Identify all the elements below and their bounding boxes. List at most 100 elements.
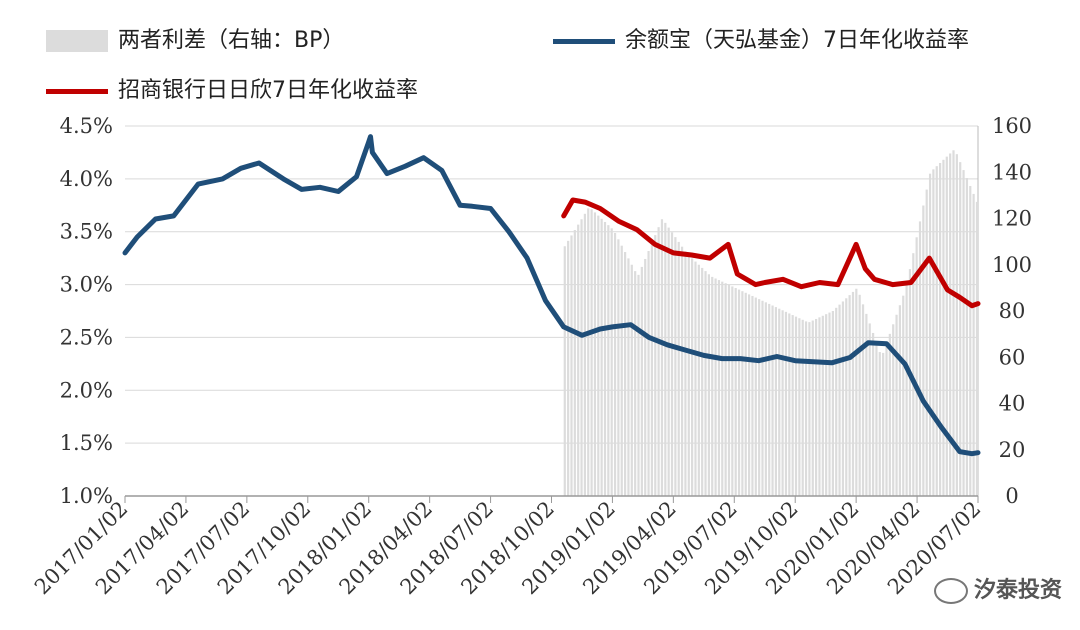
spread-bar [744, 292, 747, 496]
right-axis-ticks: 160 140 120 100 80 60 40 20 0 [992, 114, 1032, 508]
spread-bar [590, 209, 593, 496]
spread-bar [952, 150, 955, 496]
spread-bar [731, 286, 734, 496]
spread-bar [660, 219, 664, 496]
y-right-tick-label: 20 [999, 438, 1026, 462]
spread-bar [868, 323, 871, 496]
spread-bar [687, 255, 690, 496]
spread-bar [861, 304, 865, 496]
spread-bar [647, 251, 650, 496]
spread-bar [774, 307, 778, 496]
legend-spread-swatch [46, 30, 108, 52]
y-right-tick-label: 40 [999, 392, 1026, 416]
spread-bar [918, 221, 922, 496]
spread-bar [928, 173, 932, 496]
spread-bar [607, 225, 610, 496]
spread-bar [794, 316, 798, 496]
spread-bar [878, 352, 881, 496]
spread-bar [734, 288, 737, 496]
spread-bar [905, 284, 908, 496]
spread-bar [848, 295, 851, 496]
spread-bar [697, 264, 700, 496]
spread-bar [758, 299, 761, 496]
spread-bar [630, 264, 633, 496]
spread-bar [942, 159, 945, 496]
spread-bar [684, 251, 687, 496]
spread-bar [587, 208, 590, 496]
spread-bar [704, 271, 707, 496]
spread-bar [737, 289, 741, 496]
spread-bar [674, 237, 677, 496]
spread-bar [828, 312, 831, 496]
y-left-tick-label: 4.5% [60, 114, 113, 138]
y-left-tick-label: 3.5% [60, 220, 113, 244]
spread-bar [804, 321, 808, 496]
spread-bar [875, 342, 878, 496]
legend-cmb: 招商银行日日欣7日年化收益率 [46, 72, 418, 104]
spread-bar [784, 311, 788, 496]
spread-bar [975, 201, 979, 496]
spread-bar [895, 314, 898, 496]
spread-bar [915, 237, 918, 496]
yeb-line [122, 134, 981, 457]
spread-bar [908, 269, 912, 496]
spread-bar [811, 320, 814, 496]
spread-bar [955, 154, 958, 496]
spread-bar [815, 318, 818, 496]
spread-bar [818, 317, 821, 496]
spread-bar [972, 193, 975, 496]
spread-bar [567, 240, 570, 496]
spread-bar [882, 352, 885, 496]
spread-bar [754, 297, 757, 496]
spread-bar [613, 232, 617, 496]
spread-bar [714, 278, 717, 496]
spread-bar [670, 232, 674, 496]
spread-bar [902, 295, 905, 496]
spread-bar [654, 235, 657, 496]
spread-bar [727, 284, 731, 496]
spread-bar [935, 166, 938, 496]
spread-bar [680, 246, 684, 496]
spread-bar [885, 343, 888, 496]
spread-bar [751, 295, 754, 496]
spread-bar [912, 253, 915, 496]
spread-bar [845, 298, 848, 496]
spread-bar [721, 281, 724, 496]
spread-bars [563, 150, 979, 497]
spread-bar [570, 235, 573, 496]
spread-bar [761, 300, 764, 496]
spread-bar [624, 252, 627, 496]
spread-bar [747, 294, 751, 496]
legend-cmb-swatch [46, 88, 108, 94]
spread-bar [949, 153, 952, 496]
y-left-tick-label: 3.0% [60, 273, 113, 297]
spread-bar [620, 245, 623, 496]
spread-bar [855, 288, 858, 496]
series-lines [122, 134, 981, 457]
spread-bar [925, 189, 928, 496]
spread-bar [892, 324, 895, 496]
spread-bar [791, 315, 794, 496]
spread-bar [657, 227, 660, 496]
spread-bar [580, 219, 583, 496]
y-right-tick-label: 80 [999, 299, 1026, 323]
spread-bar [691, 258, 694, 496]
y-left-tick-label: 1.5% [60, 431, 113, 455]
left-axis-ticks: 4.5% 4.0% 3.5% 3.0% 2.5% 2.0% 1.5% 1.0% [60, 114, 113, 508]
spread-bar [778, 308, 781, 496]
spread-bar [858, 294, 861, 496]
spread-bar [603, 221, 607, 496]
spread-bar [717, 280, 721, 496]
spread-bar [922, 205, 925, 496]
spread-bar [577, 224, 580, 497]
y-left-tick-label: 2.5% [60, 325, 113, 349]
spread-bar [801, 319, 804, 496]
wechat-icon [933, 578, 968, 604]
spread-bar [597, 215, 600, 496]
spread-bar [962, 170, 965, 496]
spread-bar [634, 271, 637, 496]
legend-yeb-swatch [553, 38, 615, 44]
grid-lines [125, 125, 979, 496]
spread-bar [600, 218, 603, 496]
